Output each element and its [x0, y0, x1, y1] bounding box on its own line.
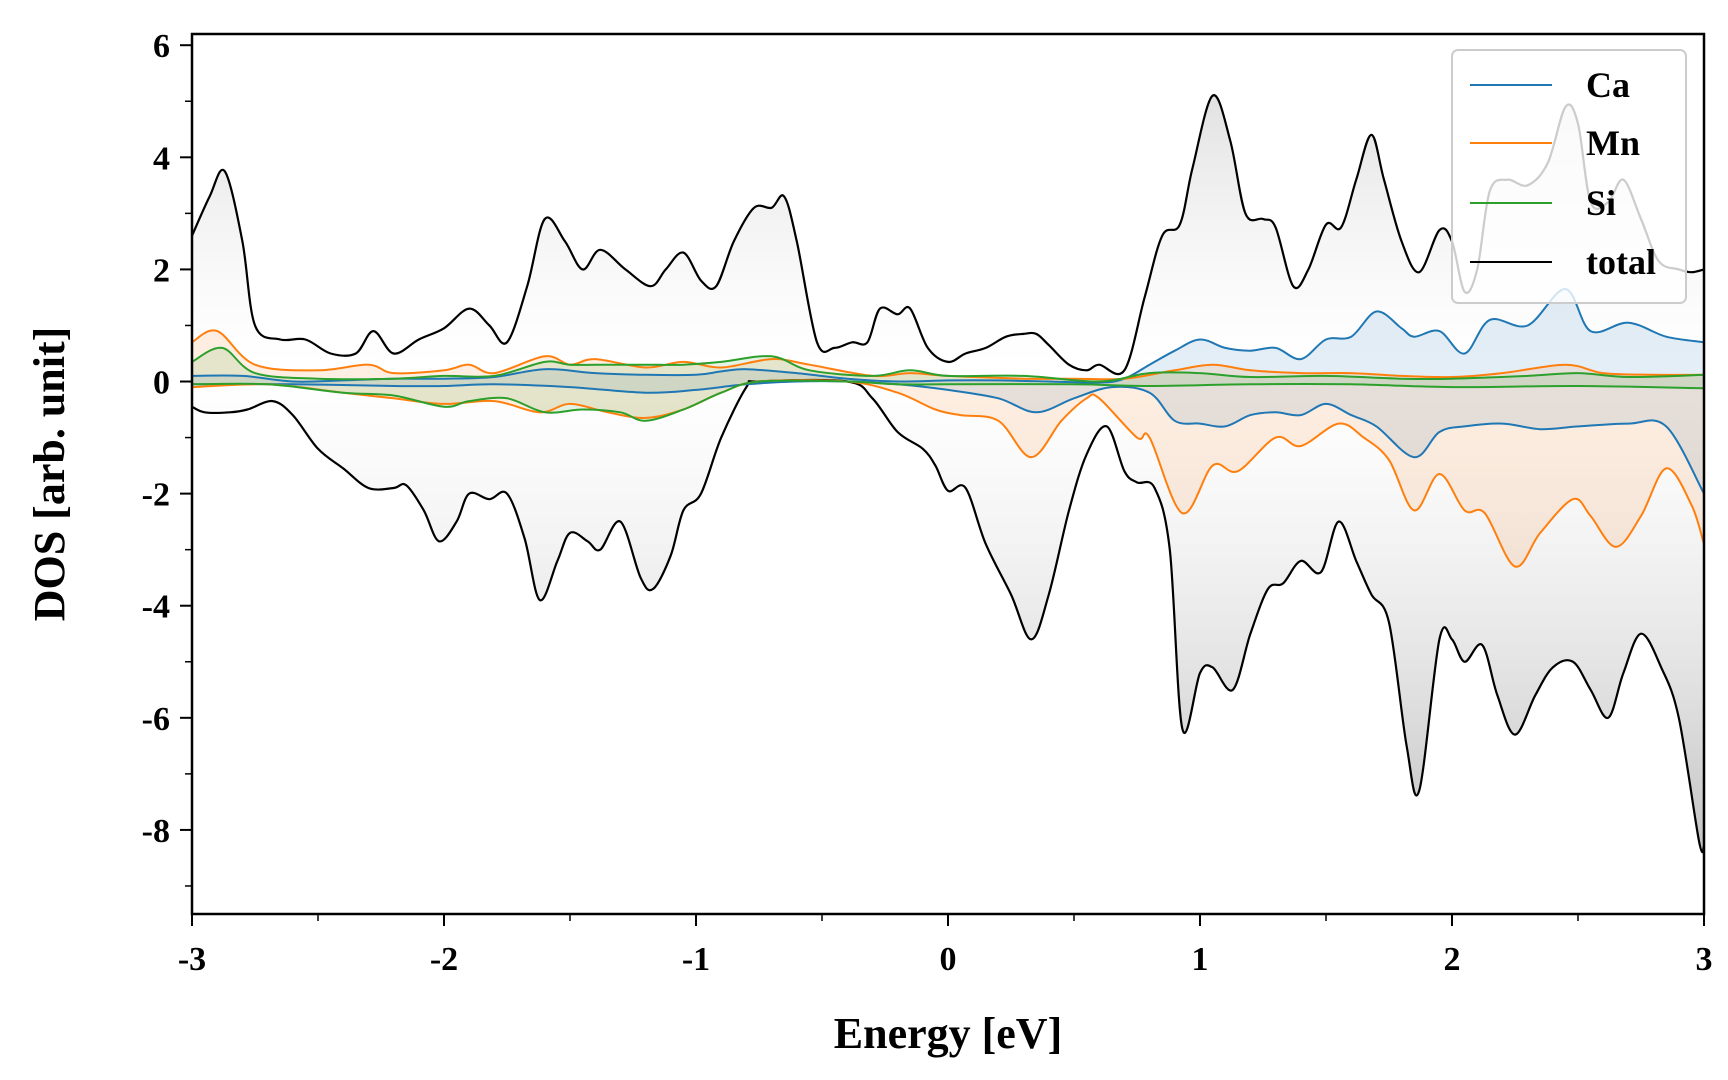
legend-label-ca: Ca [1586, 65, 1630, 105]
x-tick-label: 1 [1192, 941, 1209, 978]
y-tick-label: 0 [153, 365, 170, 402]
fill-ca-down [192, 381, 1704, 494]
y-tick-label: -4 [142, 589, 170, 626]
x-axis-ticks: -3 -2 -1 0 1 2 3 [178, 914, 1713, 978]
y-tick-label: -6 [142, 701, 170, 738]
fill-ca-up [192, 288, 1704, 383]
fill-si-up [192, 347, 1704, 382]
area-fills [192, 95, 1704, 853]
y-axis-ticks: -8 -6 -4 -2 0 2 4 6 [142, 28, 192, 887]
line-total-down [192, 378, 1704, 854]
y-tick-label: -8 [142, 813, 170, 850]
x-tick-label: -2 [430, 941, 458, 978]
x-tick-label: -1 [682, 941, 710, 978]
legend: Ca Mn Si total [1451, 49, 1687, 304]
line-si-down [192, 379, 1704, 422]
line-mn-down [192, 379, 1704, 568]
y-tick-label: -2 [142, 477, 170, 514]
legend-label-si: Si [1586, 183, 1616, 223]
x-tick-label: -3 [178, 941, 206, 978]
legend-label-mn: Mn [1586, 123, 1640, 163]
fill-si-down [192, 380, 1704, 421]
fill-total-down [192, 380, 1704, 853]
x-tick-label: 2 [1444, 941, 1461, 978]
y-tick-label: 6 [153, 28, 170, 65]
legend-box [1451, 49, 1687, 304]
x-axis-label: Energy [eV] [834, 1009, 1063, 1058]
x-tick-label: 3 [1696, 941, 1713, 978]
fill-mn-down [192, 380, 1704, 567]
line-ca-down [192, 380, 1704, 495]
x-tick-label: 0 [940, 941, 957, 978]
fill-total-up [192, 95, 1704, 382]
fill-mn-up [192, 330, 1704, 382]
legend-label-total: total [1586, 242, 1656, 282]
y-tick-label: 2 [153, 252, 170, 289]
line-si-up [192, 346, 1704, 383]
y-tick-label: 4 [153, 140, 170, 177]
line-ca-up [192, 288, 1704, 384]
y-axis-label: DOS [arb. unit] [25, 327, 74, 622]
